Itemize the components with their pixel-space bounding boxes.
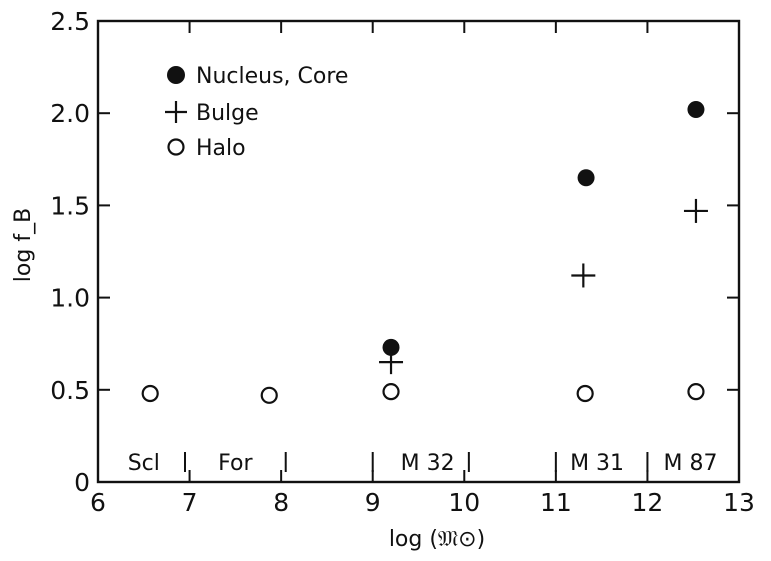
y-tick-label: 2.5 xyxy=(50,7,90,36)
galaxy-label: M 32 xyxy=(401,451,455,476)
legend-marker-halo xyxy=(167,138,185,156)
legend-marker-nucleus xyxy=(167,66,185,84)
legend-label-halo: Halo xyxy=(196,136,246,161)
x-tick-label: 13 xyxy=(723,488,755,517)
x-tick-label: 7 xyxy=(182,488,198,517)
point-bulge xyxy=(683,198,708,223)
point-halo xyxy=(687,383,705,401)
galaxy-labels: Scl For M 32 M 31 M 87 xyxy=(128,451,718,476)
axes xyxy=(96,19,741,484)
point-halo xyxy=(141,384,159,403)
legend-label-nucleus: Nucleus, Core xyxy=(196,64,348,89)
point-bulge xyxy=(571,263,596,288)
point-bulge xyxy=(379,350,404,375)
galaxy-label: M 87 xyxy=(663,451,717,476)
legend-label-bulge: Bulge xyxy=(196,101,259,126)
point-halo xyxy=(260,386,278,404)
y-tick-label: 1.5 xyxy=(50,191,90,220)
point-nucleus xyxy=(577,169,595,187)
x-axis-title: log (𝔐⊙) xyxy=(389,527,485,552)
axis-ticks xyxy=(97,20,740,483)
data-points xyxy=(141,101,708,404)
x-tick-label: 6 xyxy=(90,488,106,517)
point-nucleus xyxy=(382,338,400,356)
point-nucleus xyxy=(687,101,705,119)
point-halo xyxy=(382,383,400,401)
legend: Nucleus, Core Bulge Halo xyxy=(165,64,348,161)
plot-frame xyxy=(96,19,741,484)
galaxy-label: M 31 xyxy=(570,451,624,476)
y-tick-label: 1.0 xyxy=(50,284,90,313)
y-axis-title: log f_B xyxy=(11,208,36,282)
x-tick-label: 12 xyxy=(632,488,664,517)
x-tick-label: 11 xyxy=(540,488,572,517)
tick-labels: 6 7 8 9 10 11 12 13 0 0.5 1.0 1.5 2.0 2.5 xyxy=(50,7,755,517)
x-tick-label: 10 xyxy=(448,488,480,517)
galaxy-label: Scl xyxy=(128,451,160,476)
y-tick-label: 2.0 xyxy=(50,99,90,128)
galaxy-label: For xyxy=(218,451,253,476)
y-tick-label: 0.5 xyxy=(50,376,90,405)
point-halo xyxy=(576,384,594,403)
y-tick-label: 0 xyxy=(74,468,90,497)
x-tick-label: 8 xyxy=(273,488,289,517)
x-tick-label: 9 xyxy=(365,488,381,517)
